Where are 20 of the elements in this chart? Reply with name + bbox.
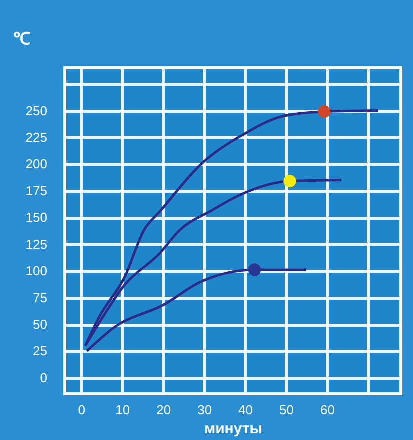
- y-tick-label: 125: [26, 236, 48, 252]
- x-tick-label: 30: [198, 402, 212, 418]
- y-tick-label: 200: [26, 156, 48, 172]
- x-tick-label: 20: [156, 402, 172, 418]
- x-tick-label: 10: [116, 402, 130, 418]
- y-tick-label: 175: [26, 183, 48, 198]
- y-tick-label: 100: [26, 264, 48, 279]
- y-tick-label: 250: [26, 103, 48, 118]
- y-tick-label: 25: [33, 344, 48, 359]
- y-tick-label: 225: [26, 130, 48, 145]
- x-tick-label: 60: [320, 402, 335, 418]
- x-axis-title: минуты: [204, 420, 263, 438]
- x-tick-label: 40: [238, 402, 254, 418]
- y-tick-label: 150: [26, 210, 48, 226]
- y-tick-label: 75: [33, 290, 48, 306]
- y-tick-label: 0: [40, 370, 48, 386]
- x-tick-label: 0: [78, 402, 86, 418]
- x-tick-label: 50: [280, 402, 294, 418]
- y-tick-label: 50: [33, 317, 48, 332]
- y-axis-title: ℃: [13, 30, 30, 48]
